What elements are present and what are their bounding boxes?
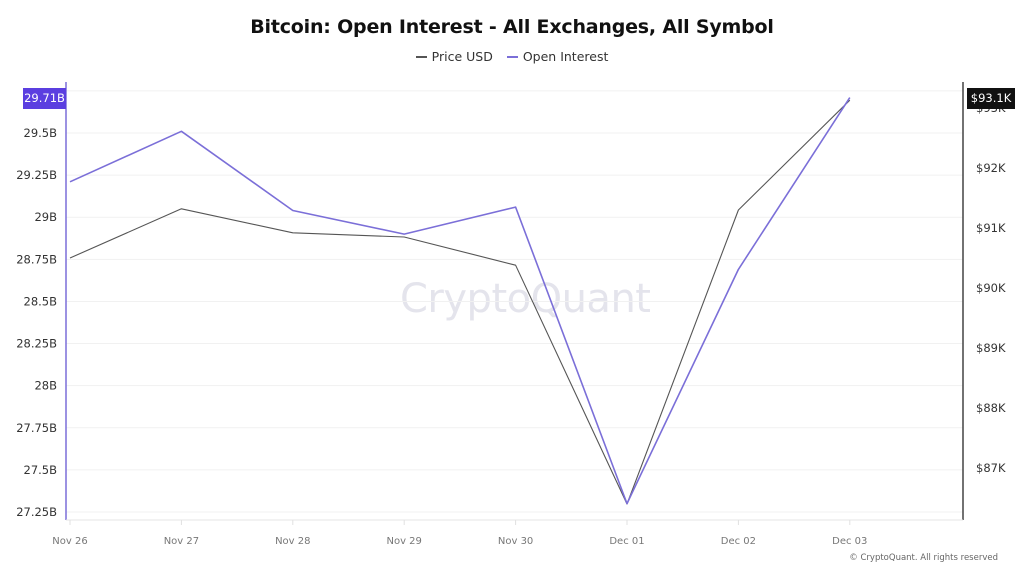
data-series — [69, 97, 851, 505]
x-axis-tick-label: Nov 26 — [52, 536, 87, 547]
right-y-axis: $87K$88K$89K$90K$91K$92K$93K — [962, 82, 1006, 520]
left-axis-tick-label: 29.25B — [16, 168, 57, 182]
x-axis: Nov 26 Nov 27 Nov 28 Nov 29 Nov 30 Dec 01 Dec … — [52, 519, 963, 547]
open-interest-current-value-badge: 29.71B — [23, 88, 66, 109]
right-axis-tick-label: $88K — [976, 401, 1006, 415]
chart-title: Bitcoin: Open Interest - All Exchanges, … — [250, 16, 774, 38]
x-axis-tick-label: Nov 28 — [275, 536, 310, 547]
legend-item-price-usd[interactable]: Price USD — [415, 49, 493, 64]
copyright-notice: © CryptoQuant. All rights reserved — [849, 553, 998, 563]
legend-label-price-usd: Price USD — [431, 49, 493, 64]
left-axis-tick-label: 27.25B — [16, 505, 57, 519]
price-usd-line — [69, 99, 851, 505]
left-axis-tick-label: 28.25B — [16, 337, 57, 351]
legend-label-open-interest: Open Interest — [522, 49, 609, 64]
left-axis-tick-label: 29B — [34, 210, 57, 224]
price-line-swatch-icon — [415, 55, 427, 58]
left-axis-tick-label: 28.75B — [16, 252, 57, 266]
open-interest-line-swatch-icon — [506, 55, 518, 58]
open-interest-line — [69, 97, 851, 505]
x-axis-tick-label: Nov 30 — [498, 536, 533, 547]
left-axis-tick-label: 28.5B — [24, 294, 58, 308]
right-axis-tick-label: $91K — [976, 221, 1006, 235]
left-axis-tick-label: 28B — [34, 379, 57, 393]
price-current-value-badge: $93.1K — [967, 88, 1015, 109]
legend-item-open-interest[interactable]: Open Interest — [506, 49, 609, 64]
right-axis-tick-label: $89K — [976, 341, 1006, 355]
left-axis-tick-label: 29.5B — [24, 126, 58, 140]
x-axis-tick-label: Dec 02 — [721, 536, 756, 547]
left-axis-tick-label: 27.75B — [16, 421, 57, 435]
x-axis-tick-label: Dec 01 — [609, 536, 644, 547]
left-y-axis: 27.25B 27.5B 27.75B 28B 28.25B 28.5B 28.75B 29B… — [16, 82, 67, 520]
x-axis-tick-label: Dec 03 — [832, 536, 867, 547]
right-axis-tick-label: $90K — [976, 281, 1006, 295]
x-axis-tick-label: Nov 29 — [386, 536, 421, 547]
right-axis-tick-label: $87K — [976, 461, 1006, 475]
grid-lines — [66, 90, 963, 513]
right-axis-tick-label: $92K — [976, 161, 1006, 175]
chart-legend: Price USD Open Interest — [0, 49, 1024, 64]
left-axis-tick-label: 27.5B — [24, 463, 58, 477]
x-axis-tick-label: Nov 27 — [164, 536, 199, 547]
